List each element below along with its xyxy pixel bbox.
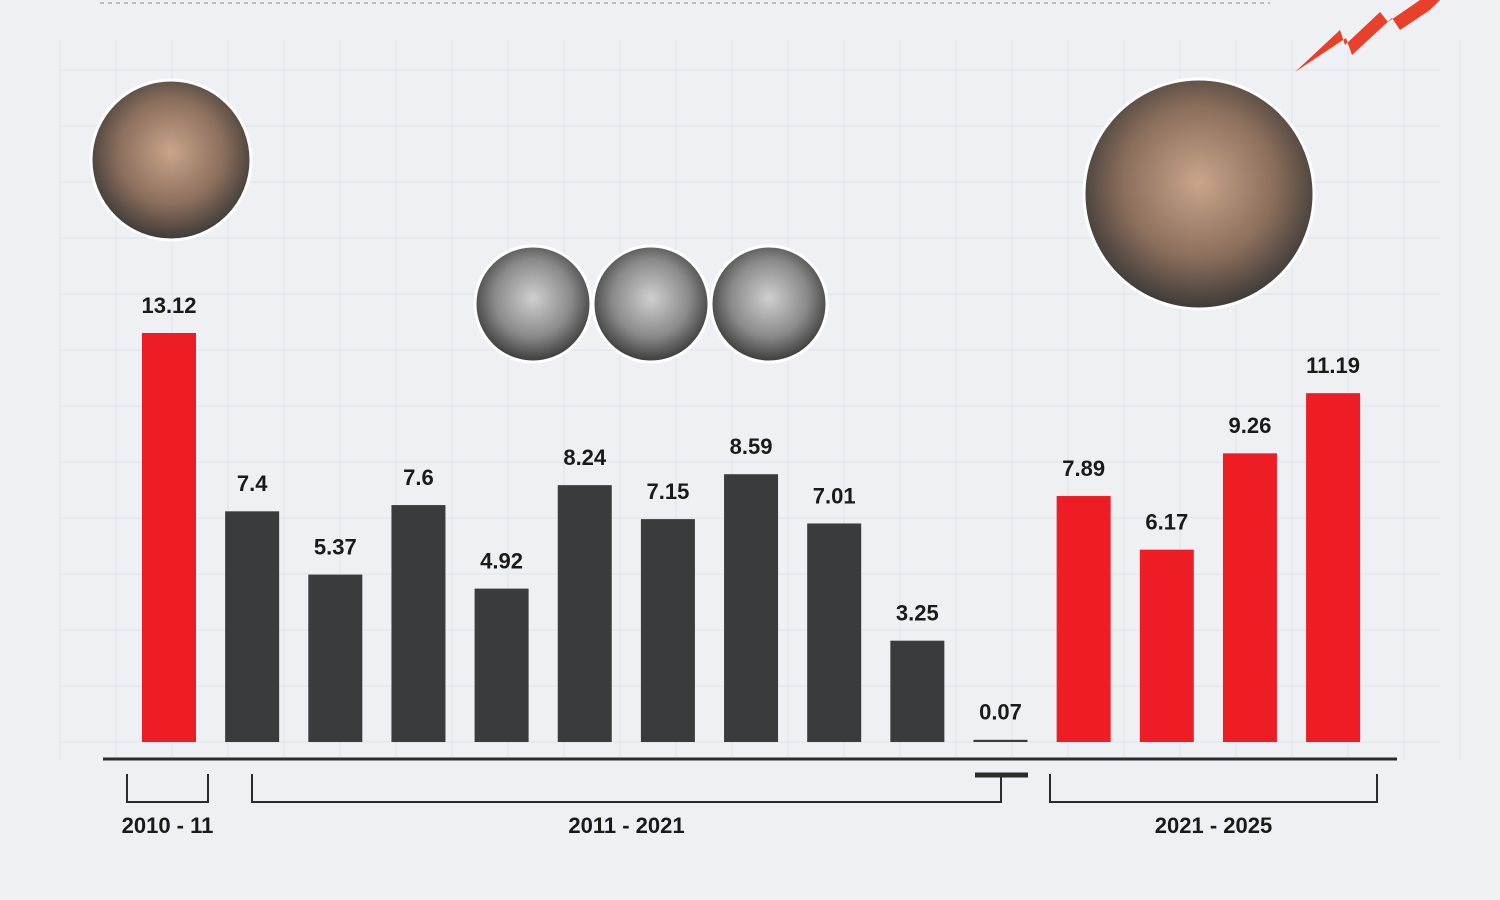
value-label: 4.92 — [480, 548, 523, 573]
value-label: 6.17 — [1145, 509, 1188, 534]
value-label: 3.25 — [896, 600, 939, 625]
portrait — [89, 78, 253, 242]
value-label: 9.26 — [1229, 413, 1272, 438]
value-label: 7.6 — [403, 465, 434, 490]
value-label: 0.07 — [979, 700, 1022, 725]
bar — [807, 523, 862, 742]
value-label: 5.37 — [314, 534, 357, 559]
value-label: 11.19 — [1306, 353, 1360, 378]
trend-arrow — [1295, 0, 1440, 72]
value-label: 8.24 — [563, 445, 607, 470]
bar — [142, 333, 196, 742]
group-label: 2021 - 2025 — [1155, 813, 1272, 838]
value-label: 7.15 — [646, 479, 689, 504]
value-label: 8.59 — [730, 434, 773, 459]
group-label: 2010 - 11 — [122, 813, 214, 838]
value-label: 7.4 — [237, 471, 268, 496]
bar — [973, 739, 1028, 742]
bar — [1139, 549, 1194, 742]
value-label: 7.89 — [1062, 456, 1105, 481]
value-label: 7.01 — [813, 483, 856, 508]
bar — [724, 474, 779, 742]
bar — [640, 519, 695, 742]
portrait — [473, 244, 593, 364]
bar — [308, 574, 363, 742]
group-bracket — [1049, 774, 1378, 803]
bar — [557, 485, 612, 742]
bar — [1056, 496, 1111, 742]
bar — [1306, 393, 1361, 742]
portrait — [1082, 77, 1316, 311]
bar — [1222, 453, 1277, 742]
bar — [225, 511, 280, 742]
group-label: 2011 - 2021 — [568, 813, 684, 838]
bar — [890, 640, 945, 742]
bar — [391, 505, 446, 742]
group-bracket — [126, 774, 209, 803]
portrait — [591, 244, 711, 364]
portrait — [709, 244, 829, 364]
group-bracket — [251, 774, 1002, 803]
value-label: 13.12 — [141, 293, 196, 318]
bar — [474, 588, 529, 742]
